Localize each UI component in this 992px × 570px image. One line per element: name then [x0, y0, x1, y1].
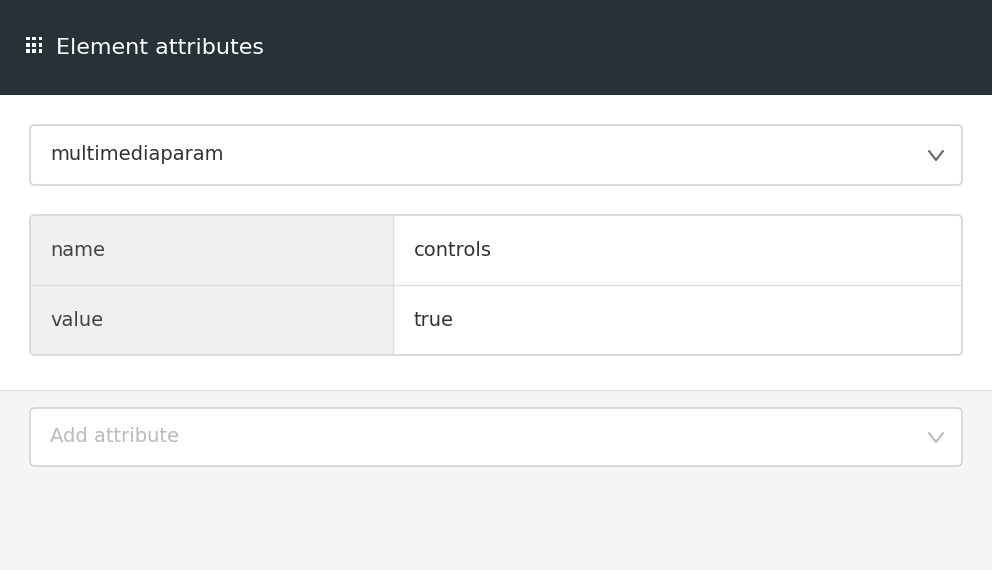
FancyBboxPatch shape [26, 49, 30, 53]
FancyBboxPatch shape [33, 36, 36, 40]
FancyBboxPatch shape [0, 390, 992, 570]
FancyBboxPatch shape [30, 215, 962, 355]
FancyBboxPatch shape [30, 125, 962, 185]
FancyBboxPatch shape [31, 285, 394, 354]
FancyBboxPatch shape [26, 43, 30, 47]
FancyBboxPatch shape [30, 408, 962, 466]
FancyBboxPatch shape [0, 95, 992, 570]
FancyBboxPatch shape [39, 36, 42, 40]
FancyBboxPatch shape [33, 49, 36, 53]
FancyBboxPatch shape [33, 43, 36, 47]
Text: multimediaparam: multimediaparam [50, 145, 223, 165]
FancyBboxPatch shape [31, 216, 394, 285]
Text: true: true [414, 311, 453, 329]
Text: Add attribute: Add attribute [50, 428, 179, 446]
Text: name: name [50, 241, 105, 259]
FancyBboxPatch shape [39, 49, 42, 53]
FancyBboxPatch shape [0, 0, 992, 95]
FancyBboxPatch shape [26, 36, 30, 40]
Text: Element attributes: Element attributes [56, 38, 264, 58]
FancyBboxPatch shape [39, 43, 42, 47]
Text: value: value [50, 311, 103, 329]
Text: controls: controls [414, 241, 491, 259]
